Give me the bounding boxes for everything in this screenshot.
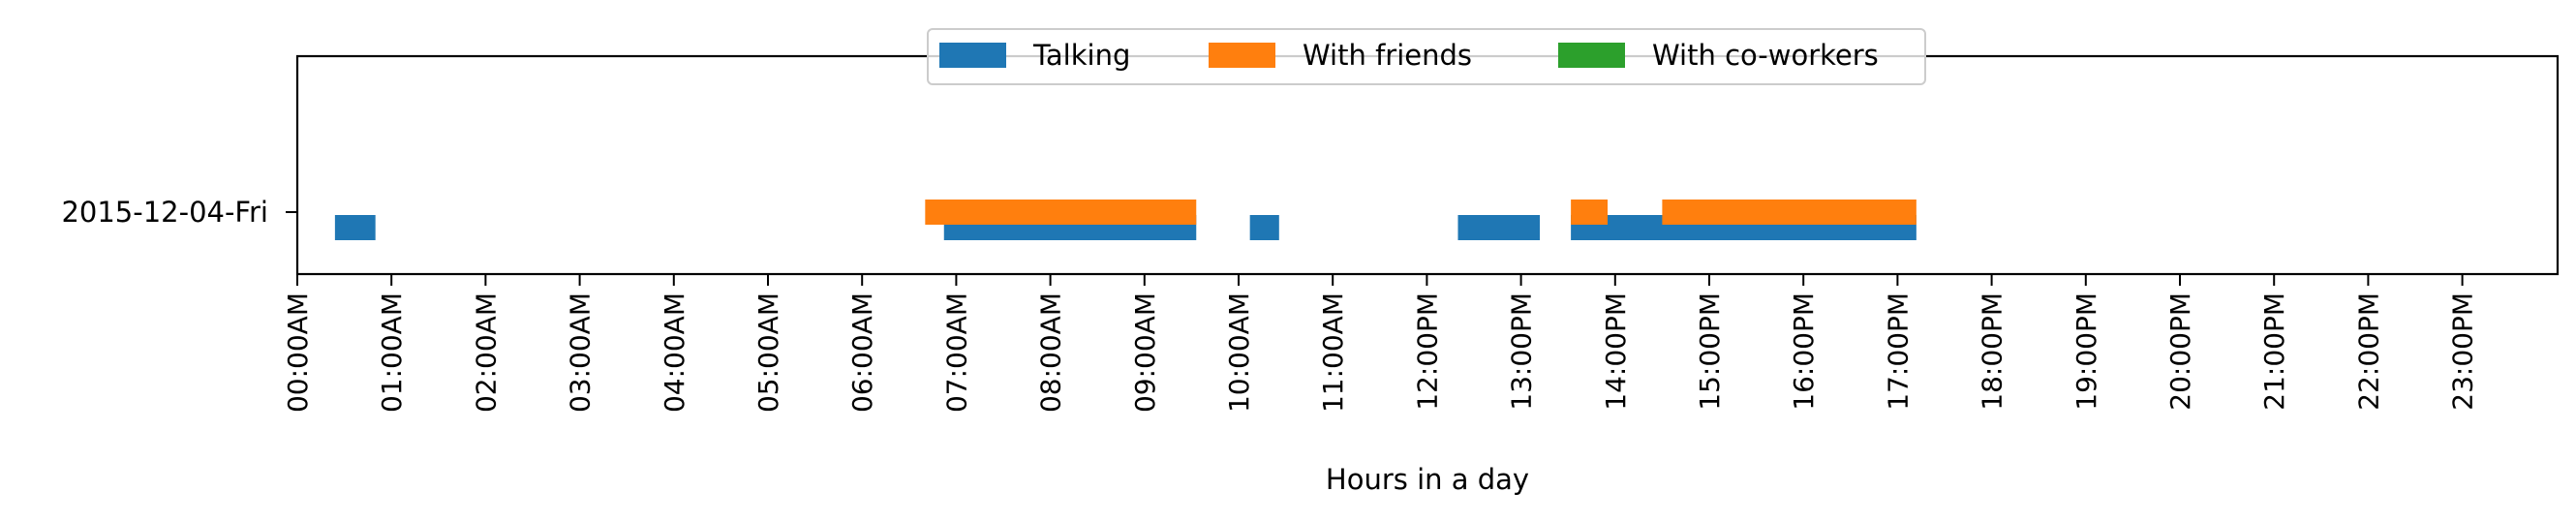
x-tick-label: 21:00PM bbox=[2258, 292, 2290, 411]
y-tick-label: 2015-12-04-Fri bbox=[61, 196, 268, 229]
x-tick-label: 15:00PM bbox=[1694, 292, 1726, 411]
legend: Talking With friends With co-workers bbox=[927, 28, 1926, 85]
x-tick-label: 01:00AM bbox=[376, 292, 408, 413]
x-tick-label: 11:00AM bbox=[1317, 292, 1349, 413]
y-axis: 2015-12-04-Fri bbox=[61, 196, 297, 229]
x-tick-label: 03:00AM bbox=[565, 292, 597, 413]
legend-swatch bbox=[939, 43, 1006, 68]
x-tick-label: 07:00AM bbox=[940, 292, 972, 413]
legend-swatch bbox=[1558, 43, 1625, 68]
bar-with-friends bbox=[925, 200, 1197, 225]
plot-frame bbox=[295, 54, 2560, 276]
legend-swatch bbox=[1209, 43, 1275, 68]
x-tick-label: 06:00AM bbox=[846, 292, 878, 413]
legend-label: With friends bbox=[1303, 39, 1472, 72]
x-tick-label: 19:00PM bbox=[2070, 292, 2102, 411]
bars-layer bbox=[334, 200, 1917, 240]
x-tick-label: 05:00AM bbox=[752, 292, 784, 413]
x-tick-label: 08:00AM bbox=[1035, 292, 1067, 413]
x-tick-label: 10:00AM bbox=[1223, 292, 1255, 413]
x-axis-label: Hours in a day bbox=[1326, 463, 1529, 496]
x-tick-label: 20:00PM bbox=[2164, 292, 2196, 411]
x-tick-label: 18:00PM bbox=[1977, 292, 2009, 411]
x-tick-label: 12:00PM bbox=[1411, 292, 1443, 411]
x-tick-label: 00:00AM bbox=[282, 292, 314, 413]
bar-talking bbox=[1457, 215, 1541, 240]
x-tick-label: 13:00PM bbox=[1506, 292, 1538, 411]
x-tick-label: 17:00PM bbox=[1882, 292, 1914, 411]
legend-label: Talking bbox=[1032, 39, 1130, 72]
x-tick-label: 23:00PM bbox=[2447, 292, 2479, 411]
x-tick-label: 02:00AM bbox=[470, 292, 502, 413]
x-tick-label: 16:00PM bbox=[1788, 292, 1820, 411]
bar-talking bbox=[1249, 215, 1279, 240]
bar-with-friends bbox=[1662, 200, 1917, 225]
x-tick-label: 04:00AM bbox=[659, 292, 690, 413]
legend-box bbox=[927, 28, 1926, 85]
x-tick-label: 09:00AM bbox=[1129, 292, 1161, 413]
legend-label: With co-workers bbox=[1652, 39, 1879, 72]
x-tick-label: 14:00PM bbox=[1600, 292, 1632, 411]
bar-talking bbox=[334, 215, 376, 240]
x-tick-label: 22:00PM bbox=[2352, 292, 2384, 411]
bar-with-friends bbox=[1571, 200, 1609, 225]
x-axis: 00:00AM 01:00AM 02:00AM 03:00AM 04:00AM 05:00… bbox=[282, 274, 2479, 413]
